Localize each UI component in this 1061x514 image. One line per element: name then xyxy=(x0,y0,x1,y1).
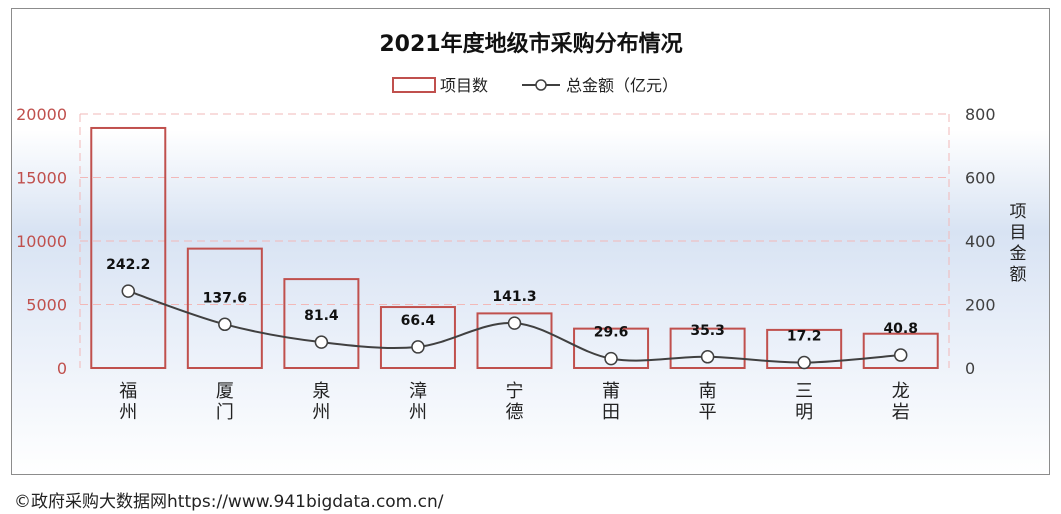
category-label: 三明 xyxy=(795,381,813,423)
right-axis-tick-label: 800 xyxy=(965,105,996,124)
category-label: 南平 xyxy=(699,381,717,423)
bar xyxy=(669,327,746,370)
right-axis-label-char: 项 xyxy=(1010,202,1027,222)
category-label-char: 莆 xyxy=(602,381,620,402)
category-label: 泉州 xyxy=(312,381,330,423)
category-label-char: 平 xyxy=(699,402,717,423)
amount-data-label: 137.6 xyxy=(203,290,247,306)
chart-title: 2021年度地级市采购分布情况 xyxy=(379,31,682,57)
amount-data-label: 35.3 xyxy=(690,323,725,339)
axis-layer: 050001000015000200000200400600800项目金额福州厦… xyxy=(16,105,1026,423)
amount-data-label: 81.4 xyxy=(304,308,339,324)
category-label: 宁德 xyxy=(506,381,524,423)
category-label-char: 泉 xyxy=(312,381,330,402)
right-axis-tick-label: 0 xyxy=(965,359,975,378)
legend-line-marker xyxy=(535,79,547,91)
category-label-char: 明 xyxy=(795,402,813,423)
right-axis-tick-label: 200 xyxy=(965,296,996,315)
footer-credit: ©政府采购大数据网https://www.941bigdata.com.cn/ xyxy=(14,492,444,512)
bar xyxy=(90,126,167,369)
amount-point xyxy=(121,284,136,298)
category-label-char: 州 xyxy=(312,402,330,423)
category-label-char: 宁 xyxy=(506,381,524,402)
bars-layer xyxy=(90,126,939,370)
right-axis-label-char: 目 xyxy=(1010,223,1027,243)
legend-bar-swatch xyxy=(392,77,436,93)
category-label: 漳州 xyxy=(409,381,427,423)
bar xyxy=(186,247,263,369)
amount-data-label: 66.4 xyxy=(401,313,436,329)
right-axis-label-char: 金 xyxy=(1010,244,1027,264)
grid-layer xyxy=(79,113,950,368)
category-label-char: 岩 xyxy=(892,402,910,423)
legend: 项目数 总金额（亿元） xyxy=(392,76,678,95)
amount-data-label: 29.6 xyxy=(594,325,629,341)
amount-point xyxy=(507,316,522,330)
category-label: 厦门 xyxy=(216,381,234,423)
category-label: 莆田 xyxy=(602,381,620,423)
amount-point xyxy=(700,350,715,364)
category-label-char: 门 xyxy=(216,402,234,423)
amount-point xyxy=(893,348,908,362)
left-axis-tick-label: 10000 xyxy=(16,232,67,251)
chart: 2021年度地级市采购分布情况 项目数 总金额（亿元） 242.2 137.6 81… xyxy=(16,31,1026,423)
category-label-char: 德 xyxy=(506,402,524,423)
category-label-char: 厦 xyxy=(216,381,234,402)
category-label: 福州 xyxy=(119,381,137,423)
category-label-char: 漳 xyxy=(409,381,427,402)
right-axis-tick-label: 600 xyxy=(965,169,996,188)
bar xyxy=(283,278,360,370)
amount-point xyxy=(797,355,811,370)
bar xyxy=(862,332,939,369)
category-label-char: 三 xyxy=(795,381,813,402)
category-label-char: 龙 xyxy=(892,381,910,402)
category-label: 龙岩 xyxy=(892,381,910,423)
amount-data-label: 242.2 xyxy=(106,257,150,273)
bar xyxy=(476,312,553,370)
legend-bar-label: 项目数 xyxy=(440,76,488,95)
amount-data-label: 17.2 xyxy=(787,329,822,345)
left-axis-tick-label: 5000 xyxy=(26,296,67,315)
right-axis-label-char: 额 xyxy=(1010,265,1027,285)
amount-data-label: 40.8 xyxy=(883,321,918,337)
legend-line-label: 总金额（亿元） xyxy=(566,76,678,95)
amount-point xyxy=(218,317,232,332)
right-axis-tick-label: 400 xyxy=(965,232,996,251)
amount-point xyxy=(411,340,425,354)
line-layer: 242.2 137.6 81.4 66.4 141.3 29.6 35.3 17.2 40.8 xyxy=(106,257,918,370)
right-axis-label: 项目金额 xyxy=(1010,202,1027,285)
amount-data-label: 141.3 xyxy=(492,289,536,305)
category-label-char: 州 xyxy=(409,402,427,423)
category-label-char: 福 xyxy=(119,381,137,402)
left-axis-tick-label: 20000 xyxy=(16,105,67,124)
amount-point xyxy=(314,335,329,349)
bar xyxy=(573,327,650,370)
left-axis-tick-label: 15000 xyxy=(16,169,67,188)
amount-point xyxy=(604,351,618,366)
left-axis-tick-label: 0 xyxy=(57,359,67,378)
category-label-char: 南 xyxy=(699,381,717,402)
chart-frame: 2021年度地级市采购分布情况 项目数 总金额（亿元） 242.2 137.6 81… xyxy=(11,8,1050,475)
category-label-char: 州 xyxy=(119,402,137,423)
category-label-char: 田 xyxy=(602,402,620,423)
